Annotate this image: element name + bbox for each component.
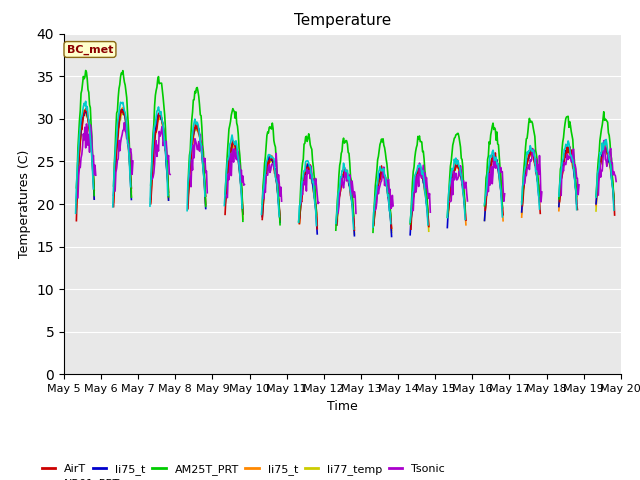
Text: BC_met: BC_met <box>67 44 113 55</box>
Title: Temperature: Temperature <box>294 13 391 28</box>
Y-axis label: Temperatures (C): Temperatures (C) <box>18 150 31 258</box>
X-axis label: Time: Time <box>327 400 358 413</box>
Legend: NR01_PRT: NR01_PRT <box>38 474 125 480</box>
